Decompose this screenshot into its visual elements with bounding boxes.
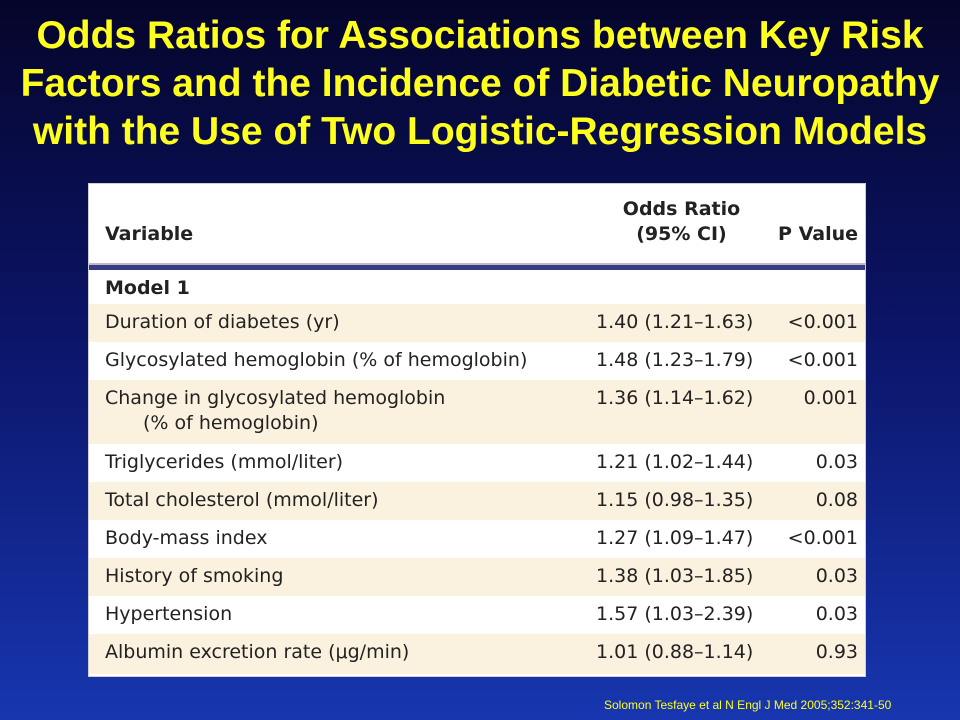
cell-odds-ratio: 1.40 (1.21–1.63) — [596, 311, 754, 333]
table-row: Body-mass index 1.27 (1.09–1.47) <0.001 — [89, 520, 865, 558]
cell-odds-ratio: 1.27 (1.09–1.47) — [596, 527, 754, 549]
table-row: Albumin excretion rate (μg/min) 1.01 (0.… — [89, 634, 865, 674]
cell-odds-ratio: 1.01 (0.88–1.14) — [596, 641, 754, 663]
cell-p-value: 0.08 — [815, 489, 858, 511]
cell-odds-ratio: 1.48 (1.23–1.79) — [596, 349, 754, 371]
table-row: Glycosylated hemoglobin (% of hemoglobin… — [89, 342, 865, 380]
header-separator — [89, 265, 865, 270]
cell-variable-line2: (% of hemoglobin) — [143, 412, 319, 434]
cell-p-value: 0.001 — [803, 387, 858, 409]
header-variable: Variable — [105, 223, 194, 245]
cell-variable: Body-mass index — [105, 527, 268, 549]
table-row: Change in glycosylated hemoglobin (% of … — [89, 380, 865, 444]
cell-p-value: <0.001 — [787, 527, 858, 549]
header-odds-ratio: Odds Ratio (95% CI) — [589, 197, 774, 247]
header-odds-ratio-line2: (95% CI) — [636, 223, 727, 245]
cell-p-value: 0.03 — [815, 565, 858, 587]
table-row: Hypertension 1.57 (1.03–2.39) 0.03 — [89, 596, 865, 634]
table-row: History of smoking 1.38 (1.03–1.85) 0.03 — [89, 558, 865, 596]
table-header: Variable Odds Ratio (95% CI) P Value — [89, 184, 865, 265]
cell-odds-ratio: 1.36 (1.14–1.62) — [596, 387, 754, 409]
cell-odds-ratio: 1.38 (1.03–1.85) — [596, 565, 754, 587]
cell-p-value: 0.03 — [815, 603, 858, 625]
cell-variable-line1: Change in glycosylated hemoglobin — [105, 387, 446, 409]
cell-variable: Duration of diabetes (yr) — [105, 311, 340, 333]
citation: Solomon Tesfaye et al N Engl J Med 2005;… — [604, 698, 892, 712]
cell-variable: Hypertension — [105, 603, 233, 625]
cell-variable: History of smoking — [105, 565, 284, 587]
cell-variable: Albumin excretion rate (μg/min) — [105, 641, 410, 663]
cell-odds-ratio: 1.21 (1.02–1.44) — [596, 451, 754, 473]
cell-variable: Total cholesterol (mmol/liter) — [105, 489, 379, 511]
model-label: Model 1 — [105, 277, 190, 299]
slide-title: Odds Ratios for Associations between Key… — [20, 14, 940, 153]
cell-p-value: 0.03 — [815, 451, 858, 473]
header-p-value: P Value — [778, 223, 858, 245]
model-label-row: Model 1 — [89, 270, 865, 304]
odds-ratio-table: Variable Odds Ratio (95% CI) P Value Mod… — [88, 183, 866, 677]
table-row: Triglycerides (mmol/liter) 1.21 (1.02–1.… — [89, 444, 865, 482]
table-row: Duration of diabetes (yr) 1.40 (1.21–1.6… — [89, 304, 865, 342]
cell-p-value: 0.93 — [815, 641, 858, 663]
cell-odds-ratio: 1.15 (0.98–1.35) — [596, 489, 754, 511]
cell-variable: Triglycerides (mmol/liter) — [105, 451, 344, 473]
cell-variable: Change in glycosylated hemoglobin (% of … — [105, 386, 595, 436]
cell-p-value: <0.001 — [787, 311, 858, 333]
table-row: Total cholesterol (mmol/liter) 1.15 (0.9… — [89, 482, 865, 520]
cell-odds-ratio: 1.57 (1.03–2.39) — [596, 603, 754, 625]
cell-variable: Glycosylated hemoglobin (% of hemoglobin… — [105, 349, 528, 371]
header-odds-ratio-line1: Odds Ratio — [622, 198, 741, 220]
cell-p-value: <0.001 — [787, 349, 858, 371]
